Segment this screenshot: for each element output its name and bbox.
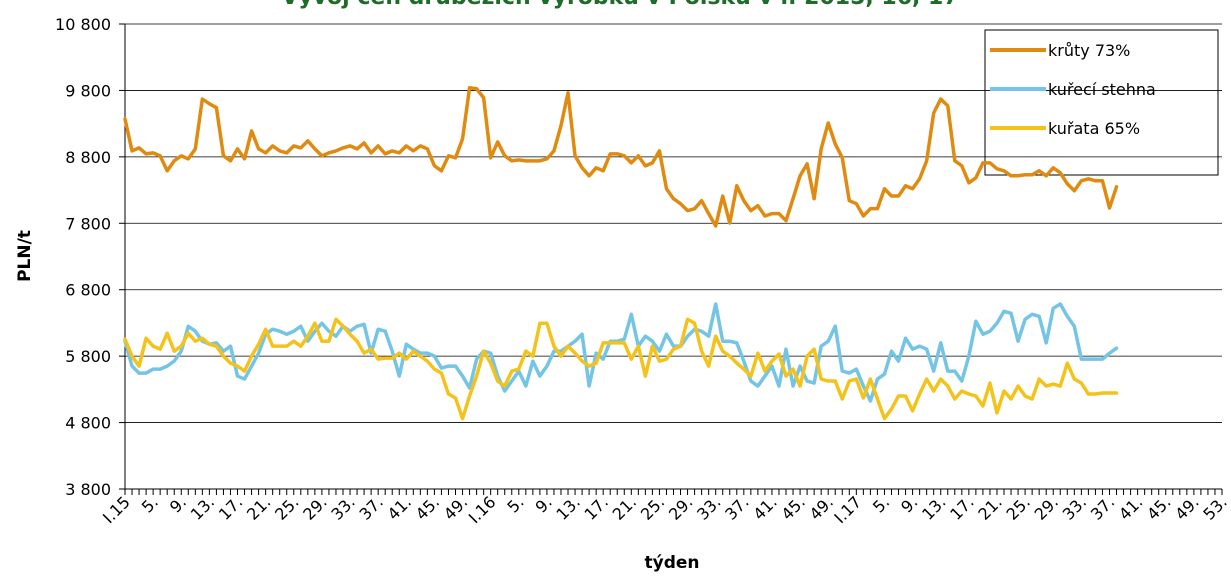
legend-label: kuřata 65%	[1048, 119, 1140, 138]
x-tick-label: 29.	[1031, 492, 1062, 523]
y-tick-label: 4 800	[65, 414, 111, 433]
x-tick-label: 9.	[897, 492, 921, 516]
x-tick-label: 37.	[1087, 492, 1118, 523]
x-tick-label: 9.	[532, 492, 556, 516]
x-tick-label: 13.	[187, 492, 218, 523]
x-tick-label: 41.	[749, 492, 780, 523]
x-axis-label: týden	[644, 553, 699, 573]
x-tick-label: 21.	[974, 492, 1005, 523]
x-tick-label: 5.	[138, 492, 162, 516]
legend-box	[984, 29, 1219, 176]
x-tick-label: 25.	[1002, 492, 1033, 523]
legend-label: krůty 73%	[1048, 41, 1130, 60]
x-tick-label: 37.	[721, 492, 752, 523]
x-tick-label: 33.	[327, 492, 358, 523]
y-tick-label: 10 800	[55, 15, 111, 34]
x-tick-label: I.17	[830, 492, 865, 527]
x-tick-label: 5.	[503, 492, 527, 516]
y-tick-label: 9 800	[65, 81, 111, 100]
chart-title: Vývoj cen drůbežích výrobků v Polsku v r…	[281, 0, 958, 10]
y-tick-label: 6 800	[65, 281, 111, 300]
x-tick-label: 29.	[665, 492, 696, 523]
x-tick-label: 21.	[609, 492, 640, 523]
y-tick-label: 3 800	[65, 480, 111, 499]
x-tick-label: 41.	[1115, 492, 1146, 523]
x-tick-label: 53.	[1199, 492, 1230, 523]
x-tick-label: 49.	[440, 492, 471, 523]
x-tick-label: 17.	[215, 492, 246, 523]
x-tick-label: 9.	[166, 492, 190, 516]
x-tick-label: 45.	[1143, 492, 1174, 523]
y-axis-label: PLN/t	[15, 230, 35, 282]
x-tick-label: 25.	[271, 492, 302, 523]
x-tick-label: 13.	[918, 492, 949, 523]
x-tick-label: 33.	[1059, 492, 1090, 523]
x-tick-label: 37.	[356, 492, 387, 523]
x-tick-label: I.16	[465, 492, 500, 527]
x-tick-label: 49.	[806, 492, 837, 523]
x-tick-label: 5.	[869, 492, 893, 516]
x-tick-label: 21.	[243, 492, 274, 523]
y-tick-label: 5 800	[65, 347, 111, 366]
legend-label: kuřecí stehna	[1048, 80, 1156, 99]
x-tick-label: 45.	[412, 492, 443, 523]
x-tick-label: 25.	[637, 492, 668, 523]
x-tick-label: 41.	[384, 492, 415, 523]
series-line	[123, 302, 1119, 403]
x-tick-label: 49.	[1171, 492, 1202, 523]
series-line	[123, 86, 1119, 228]
x-tick-label: 13.	[552, 492, 583, 523]
series-line	[123, 317, 1119, 421]
x-tick-label: 45.	[777, 492, 808, 523]
x-tick-label: 29.	[299, 492, 330, 523]
x-tick-label: 17.	[946, 492, 977, 523]
x-tick-label: 33.	[693, 492, 724, 523]
x-tick-label: 17.	[581, 492, 612, 523]
y-tick-label: 7 800	[65, 214, 111, 233]
y-tick-label: 8 800	[65, 148, 111, 167]
